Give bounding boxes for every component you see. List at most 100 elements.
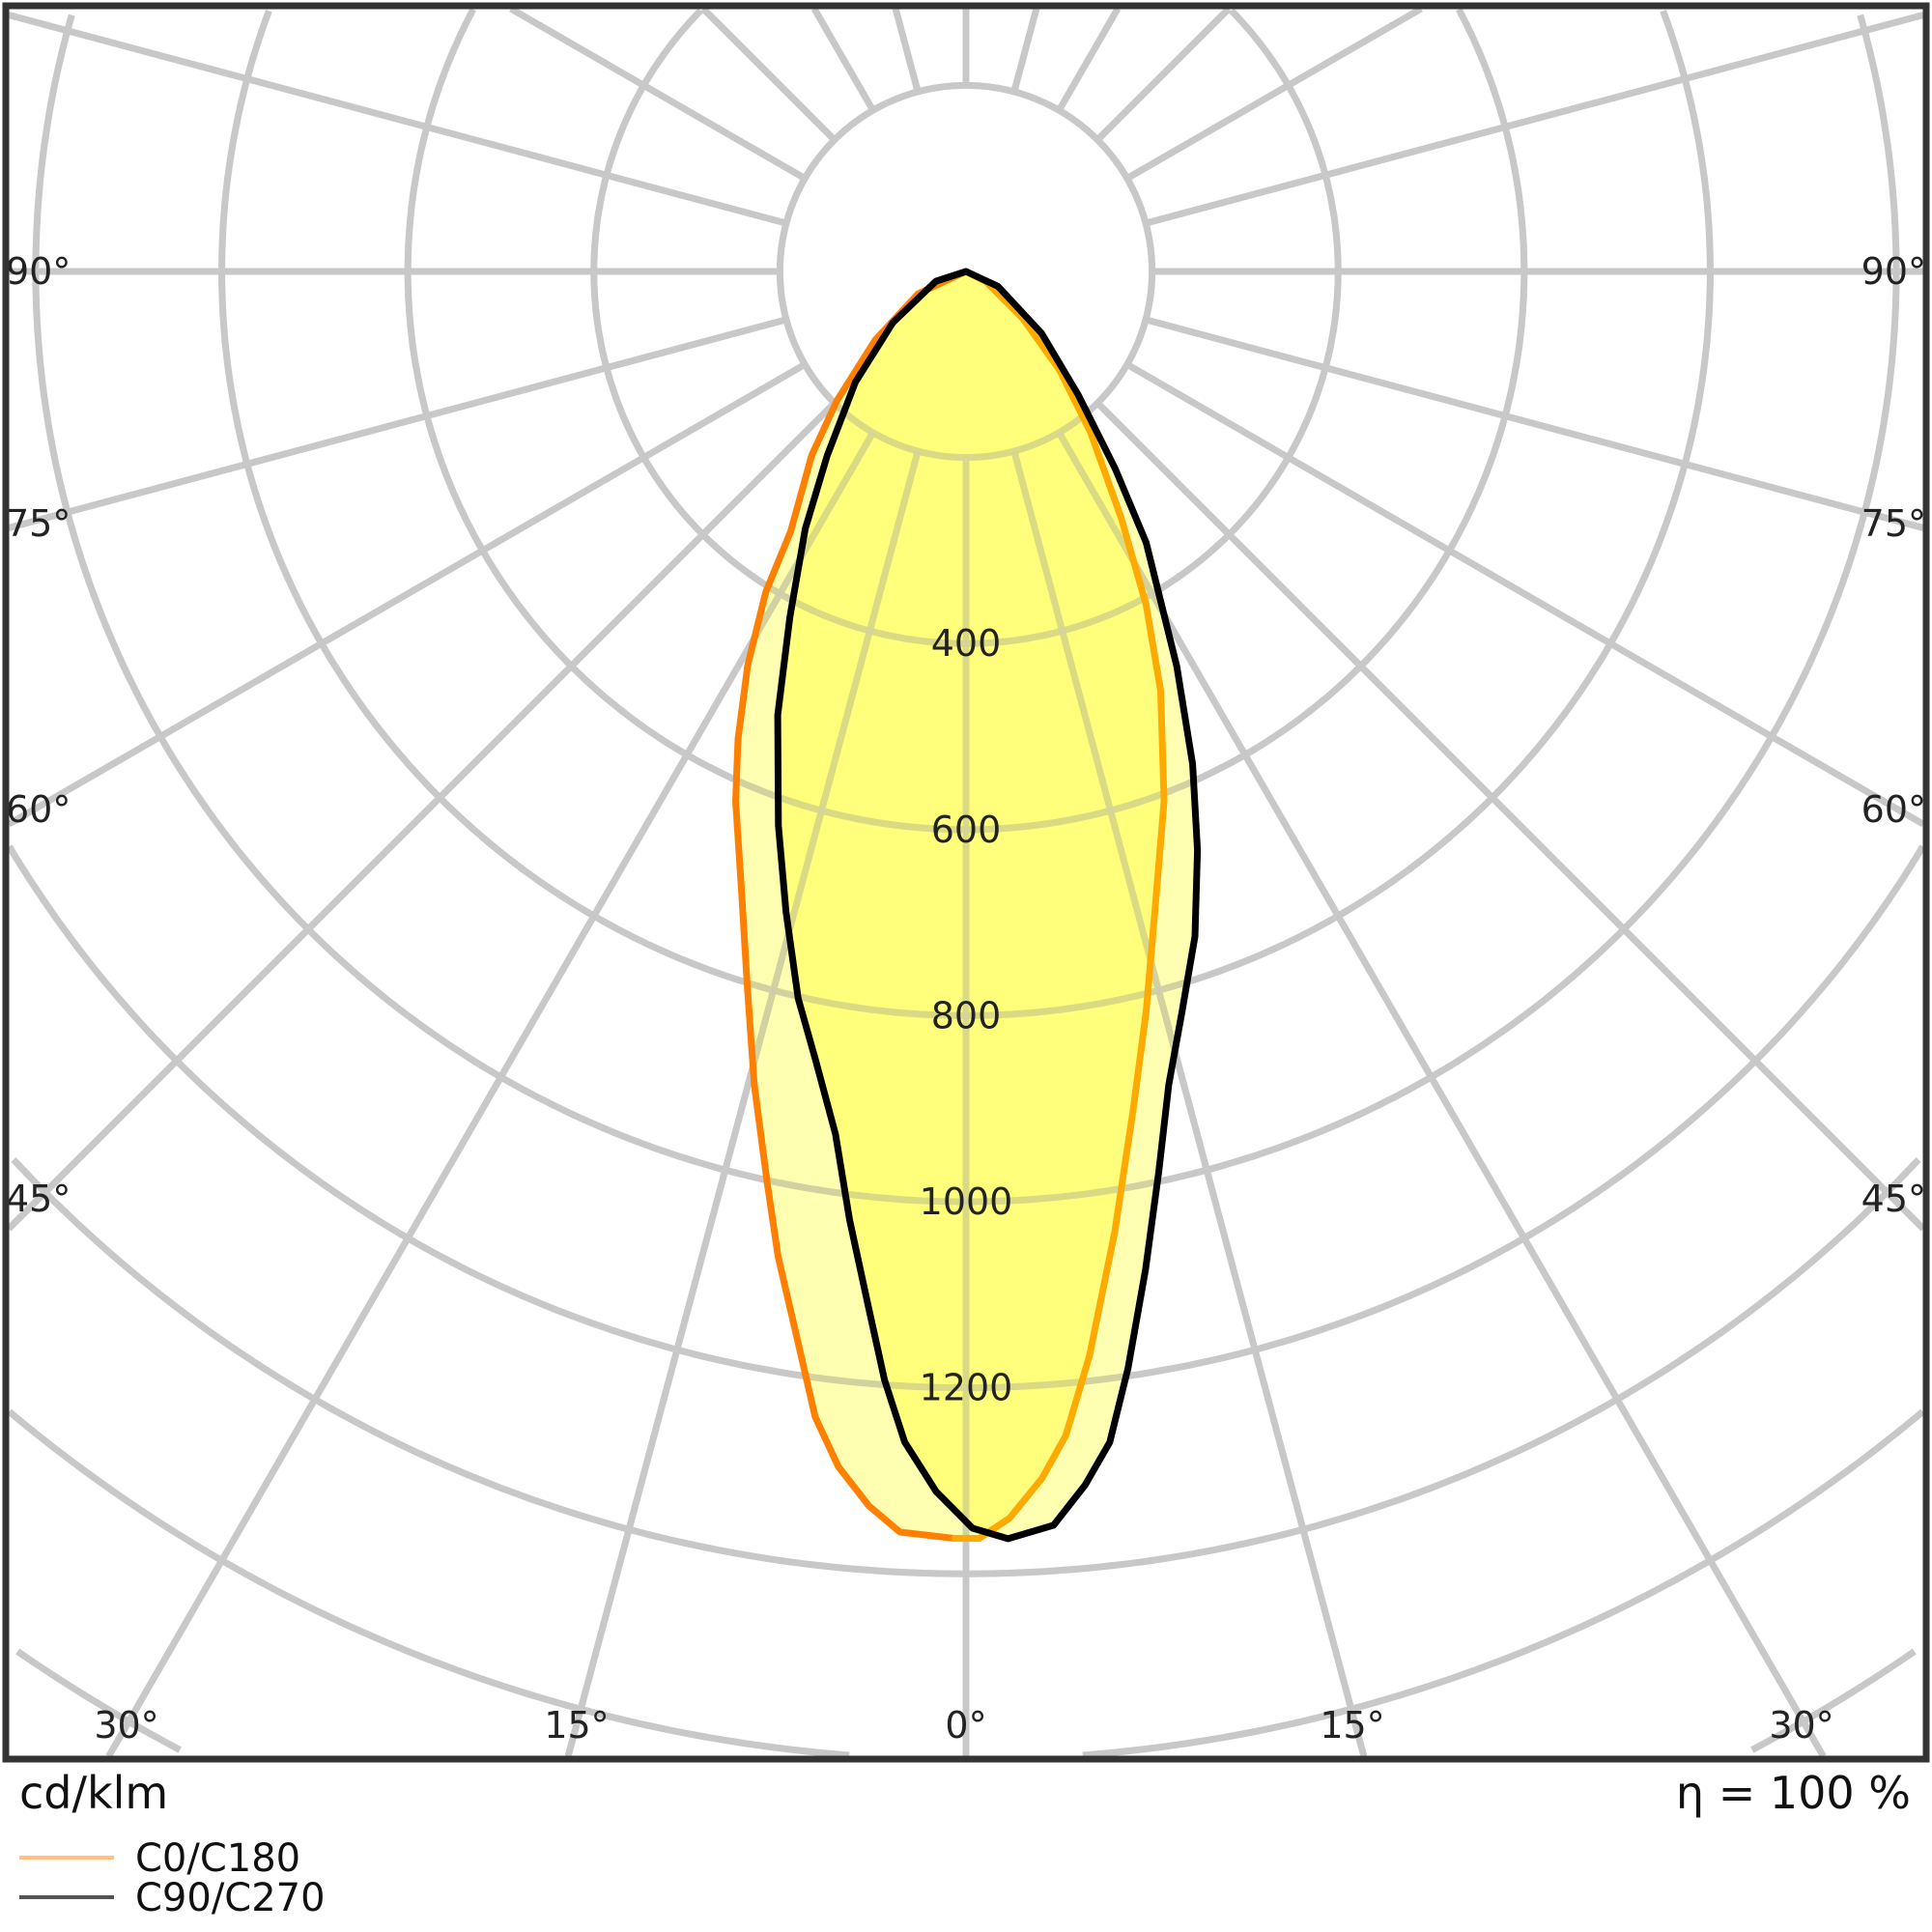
- grid-spoke: [1145, 316, 1924, 531]
- legend-label-c90-c270: C90/C270: [135, 1876, 326, 1920]
- series-fills: [735, 271, 1198, 1539]
- grid-ring: [218, 9, 966, 1019]
- grid-spoke: [1125, 5, 1423, 182]
- grid-spoke: [564, 450, 922, 1757]
- angle-label-bottom: 30°: [1769, 1704, 1833, 1747]
- series-lines: [732, 268, 1202, 1543]
- grid-spoke: [105, 431, 876, 1758]
- grid-spoke: [1094, 6, 1232, 143]
- grid-spoke: [1056, 7, 1122, 112]
- grid-ring: [1750, 1648, 1917, 1753]
- grid-ring: [966, 8, 1342, 647]
- grid-ring: [7, 1408, 850, 1759]
- radial-tick-label: 1000: [920, 1180, 1013, 1223]
- radial-tick-label: 400: [931, 622, 1002, 665]
- angle-label-bottom: 30°: [94, 1704, 158, 1747]
- angle-label-bottom: 0°: [945, 1704, 986, 1747]
- grid-spoke: [810, 7, 876, 112]
- plot-area: 400 600 800 1000 1200 90° 90° 75° 75° 60° 60° 45° 4…: [6, 5, 1926, 1759]
- unit-label: cd/klm: [19, 1767, 168, 1819]
- angle-label-left: 60°: [6, 788, 71, 831]
- grid-spoke: [1056, 7, 1122, 112]
- grid-ring: [776, 81, 1156, 462]
- grid-spoke: [1094, 6, 1232, 143]
- grid-spoke: [892, 8, 922, 93]
- grid-spoke: [509, 5, 807, 182]
- grid-ring: [1750, 1648, 1917, 1753]
- grid-spoke: [1125, 5, 1423, 182]
- grid-ring: [6, 844, 966, 1392]
- grid-ring: [965, 1157, 1921, 1577]
- grid-ring: [966, 8, 1528, 834]
- grid-spoke: [1010, 450, 1368, 1757]
- grid-spoke: [7, 361, 807, 828]
- series-line-C90/C270: [774, 268, 1202, 1543]
- grid-spoke: [1056, 431, 1827, 1758]
- angle-label-left: 45°: [6, 1178, 71, 1220]
- grid-ring: [6, 844, 966, 1392]
- radial-tick-label: 800: [931, 994, 1002, 1037]
- grid-ring: [590, 8, 966, 647]
- grid-spoke: [1010, 450, 1368, 1757]
- grid-spoke: [1125, 361, 1925, 828]
- grid-spoke: [1145, 316, 1924, 531]
- grid-ring: [15, 1648, 182, 1753]
- grid-spoke: [8, 12, 787, 227]
- grid-ring: [966, 8, 1342, 647]
- grid-spoke: [892, 8, 922, 93]
- efficiency-label: η = 100 %: [1676, 1767, 1911, 1819]
- grid-ring: [11, 1157, 967, 1577]
- polar-grid: [6, 5, 1926, 1759]
- plot-frame: [2, 2, 1930, 1763]
- grid-spoke: [700, 6, 838, 143]
- radial-tick-labels: 400 600 800 1000 1200: [920, 622, 1013, 1408]
- grid-spoke: [6, 400, 838, 1232]
- grid-ring: [966, 844, 1926, 1392]
- radial-tick-label: 1200: [920, 1367, 1013, 1409]
- grid-ring: [11, 1157, 967, 1577]
- angle-label-bottom: 15°: [544, 1704, 609, 1747]
- series-fill-1: [778, 271, 1198, 1539]
- legend: C0/C180 C90/C270: [19, 1836, 326, 1920]
- angle-labels: 90° 90° 75° 75° 60° 60° 45° 45° 30° 15° 0° 15° 30°: [6, 250, 1926, 1747]
- series-line-C0/C180-left: [732, 268, 970, 1543]
- grid-spoke: [1125, 361, 1925, 828]
- grid-spoke: [1145, 12, 1924, 227]
- grid-ring: [966, 9, 1714, 1019]
- grid-spoke: [509, 5, 807, 182]
- grid-ring: [1082, 1408, 1925, 1759]
- grid-spoke: [1010, 8, 1040, 93]
- grid-spoke: [105, 431, 876, 1758]
- grid-spoke: [1010, 8, 1040, 93]
- grid-ring: [965, 1157, 1921, 1577]
- grid-spoke: [1145, 12, 1924, 227]
- grid-ring: [966, 14, 1900, 1206]
- grid-ring: [966, 844, 1926, 1392]
- grid-spoke: [8, 316, 787, 531]
- grid-spoke: [700, 6, 838, 143]
- grid-ring: [966, 9, 1714, 1019]
- grid-ring: [966, 14, 1900, 1206]
- angle-label-right: 90°: [1861, 250, 1926, 293]
- grid-spoke: [1094, 400, 1926, 1232]
- grid-spoke: [8, 12, 787, 227]
- legend-label-c0-c180: C0/C180: [135, 1836, 300, 1881]
- grid-ring: [590, 8, 966, 647]
- grid-spoke: [1094, 400, 1926, 1232]
- angle-label-left: 75°: [6, 502, 71, 545]
- angle-label-right: 45°: [1861, 1178, 1926, 1220]
- grid-ring: [218, 9, 966, 1019]
- grid-ring: [1082, 1408, 1925, 1759]
- series-fill-0: [735, 271, 1164, 1539]
- grid-spoke: [7, 361, 807, 828]
- angle-label-right: 60°: [1861, 788, 1926, 831]
- grid-ring: [15, 1648, 182, 1753]
- grid-ring: [32, 14, 966, 1206]
- grid-ring: [32, 14, 966, 1206]
- grid-ring: [7, 1408, 850, 1759]
- grid-overlay: [6, 5, 1926, 1759]
- grid-spoke: [1056, 431, 1827, 1758]
- grid-spoke: [8, 316, 787, 531]
- angle-label-left: 90°: [6, 250, 71, 293]
